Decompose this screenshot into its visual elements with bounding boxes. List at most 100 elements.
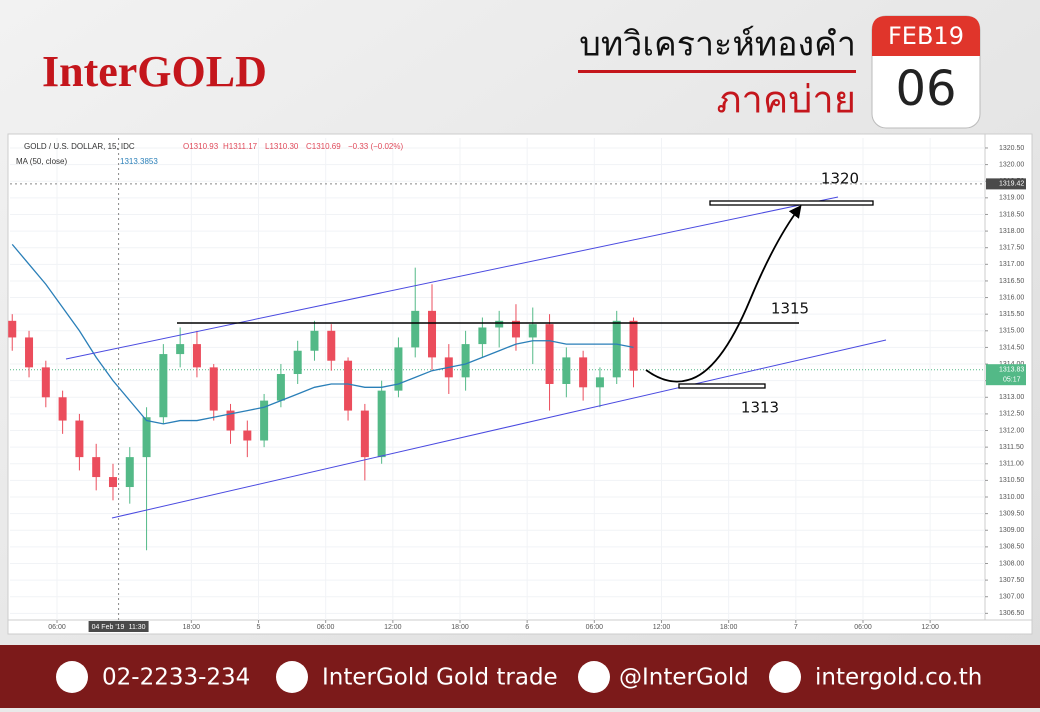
calendar-top xyxy=(872,16,980,56)
candle-body xyxy=(428,310,437,358)
indicator-value: 1313.3853 xyxy=(120,157,158,166)
y-tick-label: 1320.00 xyxy=(999,161,1024,168)
phone: 02-2233-234 xyxy=(102,665,250,691)
crosshair-y-badge xyxy=(986,178,1026,190)
candle-body xyxy=(478,327,487,345)
candle-body xyxy=(58,397,67,421)
y-tick-label: 1318.50 xyxy=(999,211,1024,218)
x-tick-label: 06:00 xyxy=(586,624,604,631)
y-tick-label: 1313.00 xyxy=(999,394,1024,401)
last-price-label: 1313.83 xyxy=(999,367,1024,374)
x-tick-label: 6 xyxy=(525,624,529,631)
y-tick-label: 1315.50 xyxy=(999,311,1024,318)
y-tick-label: 1314.50 xyxy=(999,344,1024,351)
crosshair-date: 04 Feb '19 xyxy=(92,624,125,631)
upper-channel xyxy=(65,196,839,360)
candle-body xyxy=(545,324,554,384)
candle-body xyxy=(293,350,302,375)
y-tick-label: 1312.00 xyxy=(999,427,1024,434)
line-icon xyxy=(578,661,610,693)
candle-body xyxy=(327,330,336,361)
candle-body xyxy=(411,310,420,348)
ohlc-open: O1310.93 xyxy=(183,142,219,151)
candle-body xyxy=(344,360,353,411)
y-tick-label: 1307.50 xyxy=(999,577,1024,584)
candle-body xyxy=(612,320,621,378)
candle-body xyxy=(595,377,604,388)
y-tick-label: 1310.50 xyxy=(999,477,1024,484)
crosshair-x-badge xyxy=(88,621,149,632)
y-tick-label: 1317.50 xyxy=(999,245,1024,252)
y-tick-label: 1310.00 xyxy=(999,494,1024,501)
candle-body xyxy=(276,374,285,401)
footer-contacts: 02-2233-234 InterGold Gold trade @InterG… xyxy=(56,661,982,693)
calendar-month: FEB19 xyxy=(888,22,964,50)
subtitle: ภาคบ่าย xyxy=(716,78,856,122)
candle-body xyxy=(629,320,638,371)
phone-icon xyxy=(56,661,88,693)
candle-body xyxy=(360,410,369,458)
x-tick-label: 5 xyxy=(257,624,261,631)
candle-body xyxy=(108,477,117,488)
title-underline xyxy=(578,70,856,73)
line: @InterGold xyxy=(619,665,749,691)
forecast-arrow xyxy=(645,204,802,383)
title: บทวิเคราะห์ทองคำ xyxy=(579,25,856,65)
y-tick-label: 1316.00 xyxy=(999,294,1024,301)
candle-body xyxy=(41,367,50,398)
indicator-name: MA (50, close) xyxy=(16,157,67,166)
calendar: FEB19 06 xyxy=(871,15,981,129)
candle-body xyxy=(176,344,185,355)
drawings: 1320 1315 1313 xyxy=(65,170,887,519)
x-tick-label: 18:00 xyxy=(183,624,201,631)
candle-body xyxy=(192,344,201,368)
lower-channel xyxy=(111,339,887,519)
y-tick-label: 1315.00 xyxy=(999,328,1024,335)
x-tick-label: 18:00 xyxy=(720,624,738,631)
crosshair-time: 11:30 xyxy=(129,624,146,631)
candle-body xyxy=(461,344,470,378)
footer xyxy=(0,645,1040,708)
ohlc-change: −0.33 (−0.02%) xyxy=(348,142,403,151)
candle-body xyxy=(25,337,34,368)
y-tick-label: 1311.00 xyxy=(999,461,1024,468)
symbol: GOLD / U.S. DOLLAR, 15, IDC xyxy=(24,142,135,151)
candle-body xyxy=(209,367,218,411)
ohlc-high: H1311.17 xyxy=(223,142,258,151)
website: intergold.co.th xyxy=(815,665,982,691)
x-tick-label: 12:00 xyxy=(653,624,671,631)
plot: 1306.50 1307.00 1307.50 1308.00 1308.50 1309.… xyxy=(8,138,1026,632)
annotation: 1320 xyxy=(821,170,859,188)
candle-body xyxy=(495,320,504,328)
y-tick-label: 1320.50 xyxy=(999,145,1024,152)
candle-body xyxy=(125,457,134,488)
y-tick-label: 1309.50 xyxy=(999,510,1024,517)
facebook: InterGold Gold trade xyxy=(322,665,558,691)
x-tick-label: 12:00 xyxy=(921,624,939,631)
candle-body xyxy=(260,400,269,441)
chart-panel xyxy=(7,133,1033,635)
ohlc-close: C1310.69 xyxy=(306,142,341,151)
candle-body xyxy=(92,457,101,478)
crosshair-y-label: 1319.42 xyxy=(999,181,1024,188)
x-tick-label: 06:00 xyxy=(854,624,872,631)
candle-body xyxy=(226,410,235,431)
y-tick-label: 1317.00 xyxy=(999,261,1024,268)
y-tick-label: 1307.00 xyxy=(999,594,1024,601)
support-box xyxy=(678,383,766,389)
x-tick-label: 7 xyxy=(794,624,798,631)
x-tick-label: 12:00 xyxy=(384,624,402,631)
target-box xyxy=(709,200,874,206)
candle-body xyxy=(142,417,151,458)
candle-body xyxy=(579,357,588,388)
x-tick-label: 06:00 xyxy=(48,624,66,631)
moving-average xyxy=(11,243,634,425)
y-tick-label: 1306.50 xyxy=(999,610,1024,617)
candle-body xyxy=(394,347,403,391)
candle-body xyxy=(377,390,386,458)
annotation: 1315 xyxy=(771,300,809,318)
last-price-badge xyxy=(986,364,1026,386)
candle-body xyxy=(8,320,17,338)
